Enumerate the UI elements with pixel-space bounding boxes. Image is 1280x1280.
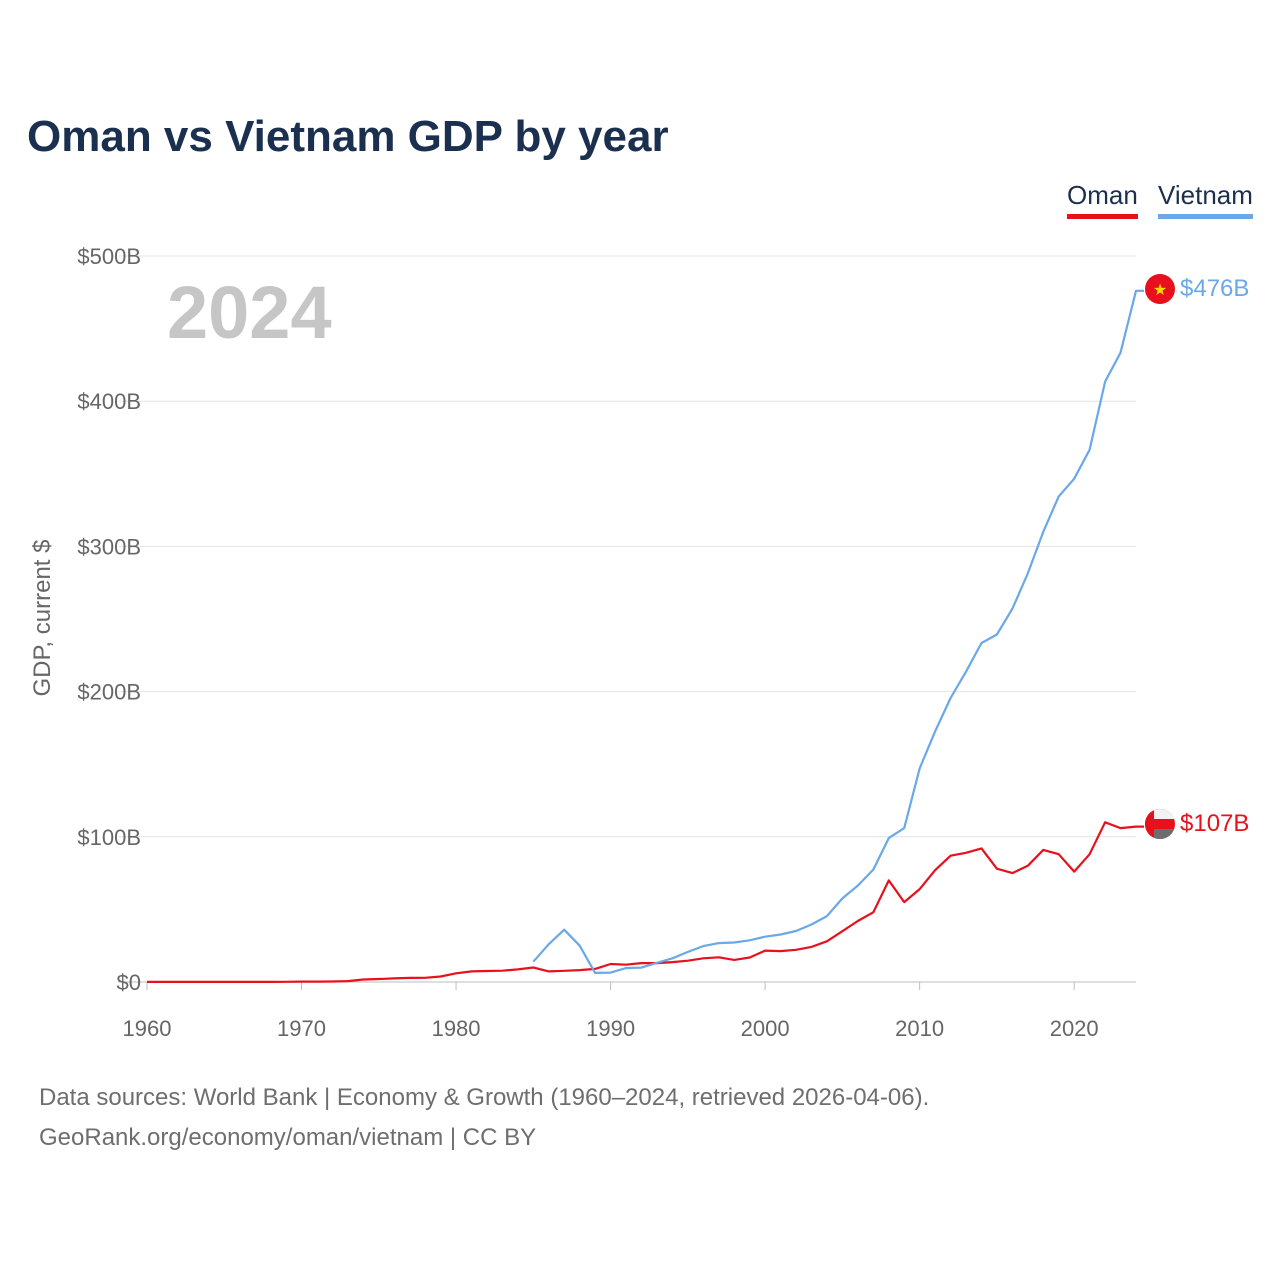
oman-flag-icon [1145,809,1175,839]
y-tick-label: $500B [77,244,141,269]
y-tick-label: $300B [77,534,141,559]
year-watermark: 2024 [167,271,332,354]
legend-label-oman: Oman [1067,180,1138,210]
legend-item-vietnam[interactable]: Vietnam [1158,180,1253,219]
x-tick-label: 1990 [586,1016,635,1041]
y-tick-label: $200B [77,680,141,705]
oman-end-value-label: $107B [1180,810,1249,837]
chart-title: Oman vs Vietnam GDP by year [27,112,669,161]
y-tick-label: $0 [117,970,141,995]
svg-text:★: ★ [1153,280,1167,299]
y-axis-title: GDP, current $ [29,540,56,697]
footer-source: Data sources: World Bank | Economy & Gro… [39,1084,930,1111]
x-tick-label: 1980 [432,1016,481,1041]
vietnam-end-value-label: $476B [1180,275,1249,302]
legend-label-vietnam: Vietnam [1158,180,1253,210]
footer-credit[interactable]: GeoRank.org/economy/oman/vietnam | CC BY [39,1124,537,1151]
y-tick-label: $400B [77,389,141,414]
series-line-oman [147,821,1144,984]
series-line-vietnam [532,289,1144,975]
y-tick-label: $100B [77,825,141,850]
x-tick-label: 2000 [741,1016,790,1041]
legend-swatch-oman [1067,214,1138,219]
legend-item-oman[interactable]: Oman [1067,180,1138,219]
x-tick-label: 1970 [277,1016,326,1041]
vietnam-flag-icon: ★ [1145,274,1175,304]
x-tick-label: 1960 [123,1016,172,1041]
x-tick-label: 2020 [1050,1016,1099,1041]
x-tick-label: 2010 [895,1016,944,1041]
legend-swatch-vietnam [1158,214,1253,219]
